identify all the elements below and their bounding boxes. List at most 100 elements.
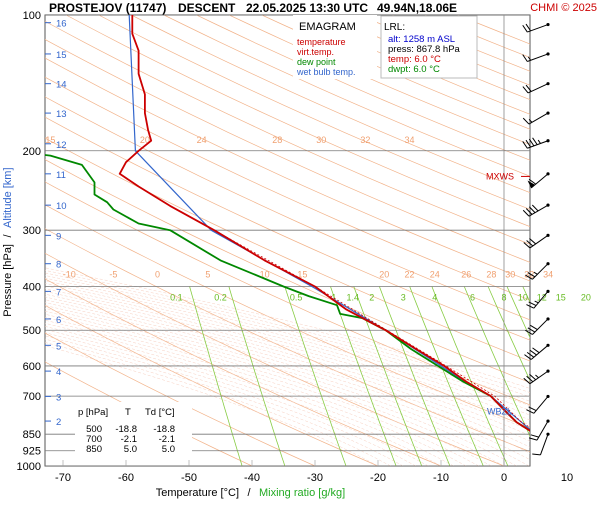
legend-virt-temp: virt.temp. — [297, 47, 334, 57]
mode-title: DESCENT — [178, 1, 236, 15]
altitude-tick-label: 6 — [56, 315, 61, 326]
isotherm-label: 26 — [461, 270, 471, 280]
pressure-tick-label: 400 — [23, 282, 41, 294]
mixing-ratio-label: 0.2 — [214, 293, 227, 303]
isotherm-label: -5 — [109, 270, 117, 280]
wind-barb-station — [546, 317, 549, 320]
isotherm-label: 28 — [272, 135, 282, 145]
lrl-title: LRL: — [384, 22, 405, 33]
level-table: p [hPa] T Td [°C] 500 -18.8 -18.8 700 -2… — [75, 402, 192, 460]
wind-barb-station — [546, 204, 549, 207]
wind-barb-station — [546, 82, 549, 85]
altitude-tick-label: 2 — [56, 417, 61, 428]
station-title: PROSTEJOV (11747) — [49, 1, 166, 15]
wind-barb-station — [546, 419, 549, 422]
altitude-tick-label: 10 — [56, 201, 67, 212]
mixing-ratio-label: 20 — [581, 293, 591, 303]
temperature-tick-label: -60 — [118, 472, 134, 484]
altitude-tick-label: 5 — [56, 341, 61, 352]
altitude-tick-label: 13 — [56, 109, 67, 120]
temperature-tick-label: -40 — [244, 472, 260, 484]
x-axis-title: Temperature [°C] — [156, 487, 239, 499]
x-axis-title-secondary: Mixing ratio [g/kg] — [259, 487, 345, 499]
table-cell: 850 — [86, 444, 102, 455]
mixing-ratio-label: 2 — [369, 293, 374, 303]
y-axis-title-separator: / — [2, 234, 14, 238]
wind-barb-station — [546, 262, 549, 265]
wind-barb-station — [546, 52, 549, 55]
wind-barb-staff — [540, 434, 548, 455]
isotherm-label: 30 — [316, 135, 326, 145]
wind-barb-half — [538, 140, 540, 143]
mixing-ratio-label: 15 — [556, 293, 566, 303]
wind-barb-full — [533, 138, 538, 145]
isotherm-label: 34 — [543, 270, 553, 280]
wind-barb-station — [546, 111, 549, 114]
copyright: CHMI © 2025 — [530, 2, 597, 14]
table-header-p: p [hPa] — [78, 407, 108, 418]
coords-title: 49.94N,18.06E — [377, 1, 457, 15]
altitude-tick-label: 7 — [56, 287, 61, 298]
wind-barb-full — [530, 325, 537, 329]
wind-barb — [528, 172, 550, 188]
wbzl-marker-label: WBZL — [487, 407, 512, 417]
mixing-ratio-line — [589, 287, 600, 467]
mixing-ratio-label: 6 — [470, 293, 475, 303]
x-axis-title-separator: / — [247, 487, 251, 499]
wind-barb-full — [530, 350, 537, 355]
altitude-tick-label: 8 — [56, 260, 61, 271]
legend-wet-bulb: wet bulb temp. — [296, 67, 356, 77]
wind-barb-half — [534, 272, 538, 274]
pressure-tick-label: 200 — [23, 146, 41, 158]
altitude-tick-label: 9 — [56, 231, 61, 242]
wind-barb-station — [546, 433, 549, 436]
altitude-tick-label: 11 — [56, 170, 66, 181]
mixing-ratio-line — [543, 287, 600, 467]
wind-barb-full — [533, 348, 540, 353]
pressure-tick-label: 600 — [23, 361, 41, 373]
isotherm-label: 30 — [505, 270, 515, 280]
wind-barb-station — [546, 234, 549, 237]
wind-barb-full — [532, 205, 538, 211]
isotherm-label: 5 — [205, 270, 210, 280]
temperature-tick-label: -70 — [55, 472, 71, 484]
wind-barb-full — [531, 435, 539, 437]
isotherm-label: 24 — [197, 135, 207, 145]
wind-barb-station — [546, 23, 549, 26]
pressure-tick-label: 850 — [23, 429, 41, 441]
altitude-tick-label: 16 — [56, 19, 67, 30]
legend-dew-point: dew point — [297, 57, 336, 67]
wind-barb-half — [535, 375, 538, 378]
pressure-tick-label: 100 — [23, 10, 41, 22]
mixing-ratio-label: 0.1 — [170, 293, 183, 303]
wind-barb-station — [546, 290, 549, 293]
mixing-ratio-label: 3 — [401, 293, 406, 303]
isotherm-label: 22 — [404, 270, 414, 280]
pressure-tick-label: 925 — [23, 446, 41, 458]
wind-barb-station — [546, 395, 549, 398]
mixing-ratio-label: 8 — [501, 293, 506, 303]
mixing-ratio-line — [568, 287, 600, 467]
altitude-tick-label: 14 — [56, 80, 67, 91]
altitude-tick-label: 4 — [56, 367, 61, 378]
isotherm-label: 28 — [486, 270, 496, 280]
isotherm-label: 20 — [379, 270, 389, 280]
lrl-box: LRL: alt: 1258 m ASL press: 867.8 hPa te… — [381, 16, 477, 78]
pressure-tick-label: 700 — [23, 391, 41, 403]
mixing-ratio-label: 1.4 — [347, 293, 360, 303]
isotherm-label: 32 — [524, 270, 534, 280]
table-cell: 5.0 — [162, 444, 175, 455]
temperature-tick-label: 10 — [561, 472, 573, 484]
y-axis-title: Pressure [hPa] — [2, 244, 14, 317]
legend-title: EMAGRAM — [299, 21, 356, 33]
wind-barb-full — [532, 454, 540, 455]
wind-barb-staff — [531, 174, 548, 188]
wind-barb-station — [546, 172, 549, 175]
table-header-t: T — [125, 407, 131, 418]
temperature-tick-label: -30 — [307, 472, 323, 484]
legend-temperature: temperature — [297, 37, 346, 47]
altitude-tick-label: 15 — [56, 50, 67, 61]
isotherm-label: 32 — [360, 135, 370, 145]
wind-barb-station — [546, 370, 549, 373]
